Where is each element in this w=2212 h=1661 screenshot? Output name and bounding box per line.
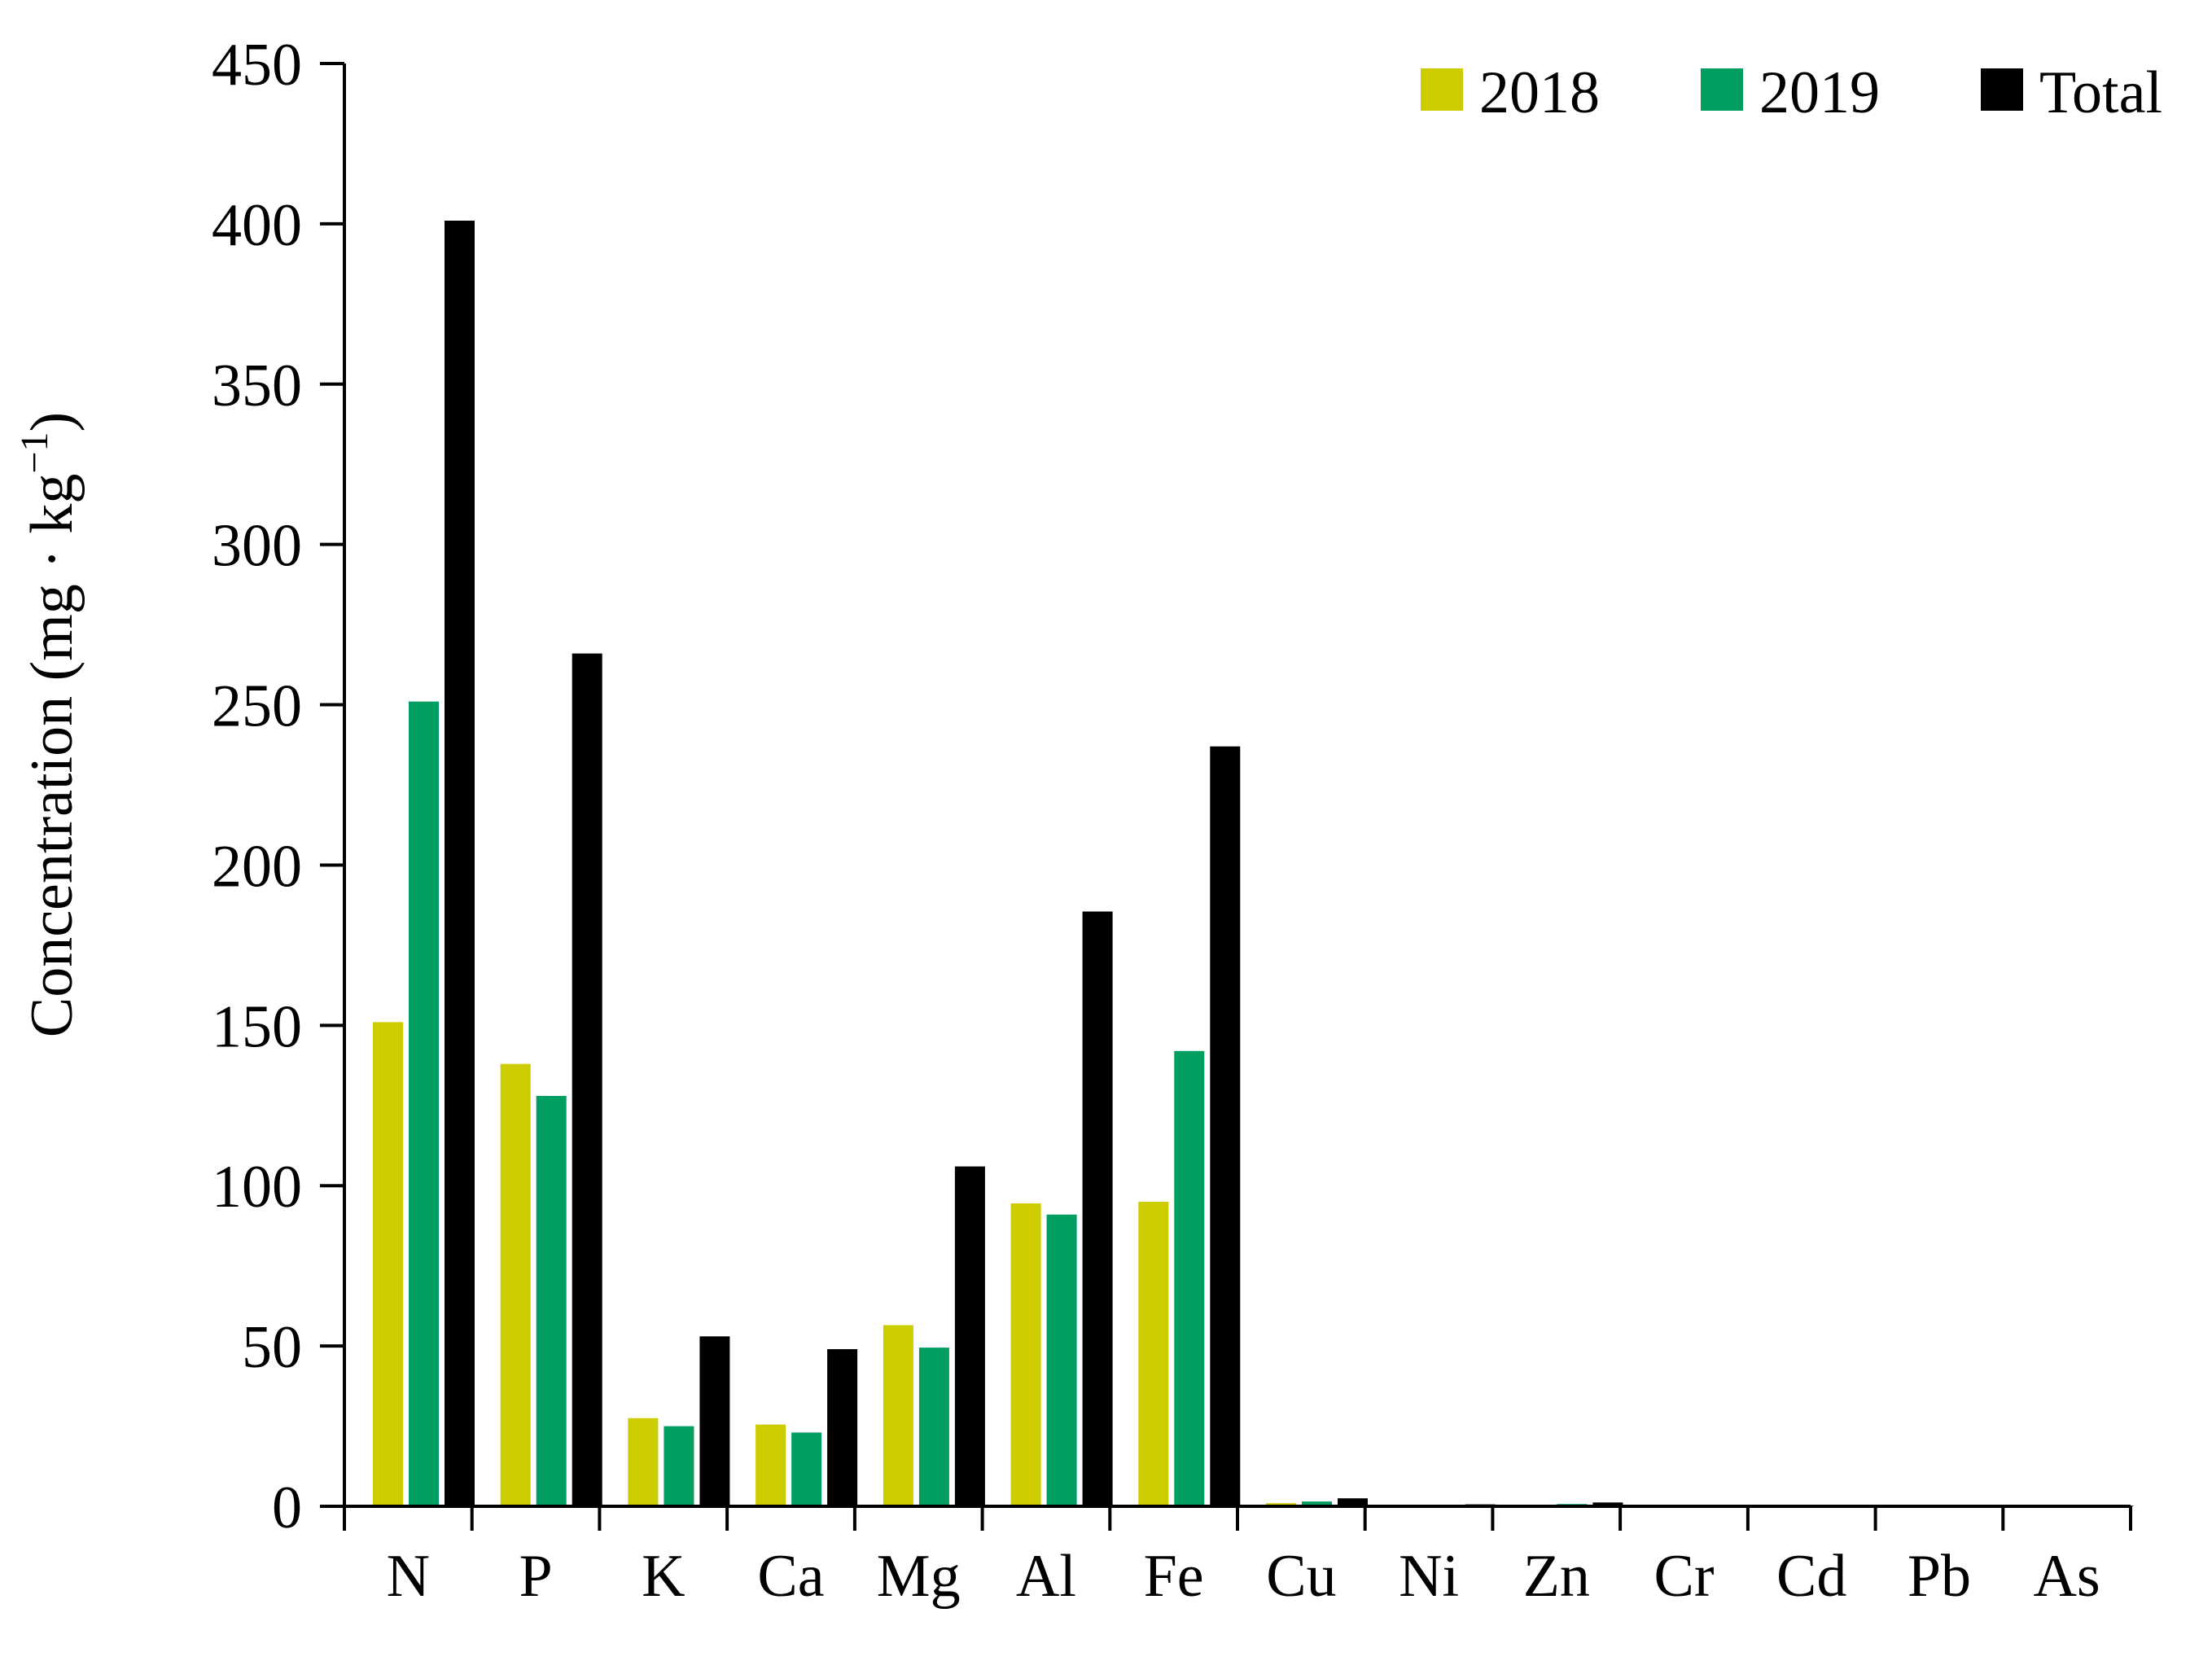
x-tick-label-p: P	[519, 1543, 553, 1610]
bar-2018-fe	[1138, 1202, 1168, 1506]
bar-total-k	[699, 1336, 729, 1506]
bars-layer	[373, 221, 2133, 1506]
bar-2018-p	[501, 1064, 531, 1506]
bar-2019-al	[1047, 1215, 1077, 1506]
legend: 2018 2019 Total	[1421, 59, 2162, 126]
bar-2019-mg	[919, 1348, 949, 1506]
y-tick-label-250: 250	[212, 673, 302, 740]
bar-2018-mg	[883, 1326, 913, 1507]
y-tick-label-300: 300	[212, 513, 302, 580]
y-tick-label-400: 400	[212, 192, 302, 259]
y-tick-label-0: 0	[272, 1475, 302, 1541]
x-tick-label-cu: Cu	[1266, 1543, 1336, 1610]
y-axis-title-text: Concentration (mg · kg	[19, 474, 85, 1038]
y-axis-title: Concentration (mg · kg−1)	[13, 412, 85, 1037]
y-tick-label-350: 350	[212, 353, 302, 419]
bar-2019-fe	[1174, 1051, 1204, 1506]
bar-total-n	[445, 221, 475, 1506]
x-tick-label-cd: Cd	[1776, 1543, 1846, 1610]
bar-2018-ca	[756, 1425, 786, 1506]
y-tick-label-50: 50	[242, 1314, 302, 1381]
legend-label-2018: 2018	[1479, 59, 1600, 126]
bar-total-al	[1083, 912, 1113, 1507]
bar-total-ca	[827, 1349, 857, 1506]
legend-swatch-total	[1981, 68, 2023, 111]
bar-2019-p	[537, 1096, 567, 1506]
y-tick-label-150: 150	[212, 993, 302, 1060]
x-tick-label-ca: Ca	[757, 1543, 824, 1610]
y-tick-label-450: 450	[212, 32, 302, 99]
bar-2018-k	[628, 1418, 658, 1506]
x-tick-label-pb: Pb	[1908, 1543, 1971, 1610]
x-tick-label-as: As	[2033, 1543, 2100, 1610]
x-tick-label-mg: Mg	[877, 1543, 961, 1610]
legend-swatch-2019	[1701, 68, 1743, 111]
legend-label-2019: 2019	[1759, 59, 1880, 126]
bar-2018-n	[373, 1022, 403, 1506]
y-axis-title-superscript: −1	[13, 432, 56, 474]
y-tick-label-100: 100	[212, 1154, 302, 1221]
bar-2019-n	[409, 702, 439, 1506]
bar-2019-ca	[791, 1432, 821, 1506]
x-tick-label-fe: Fe	[1144, 1543, 1204, 1610]
bar-total-mg	[955, 1167, 985, 1506]
x-tick-label-al: Al	[1016, 1543, 1076, 1610]
x-tick-label-k: K	[642, 1543, 685, 1610]
y-tick-label-200: 200	[212, 833, 302, 900]
bar-total-fe	[1210, 747, 1240, 1506]
x-tick-label-n: N	[387, 1543, 430, 1610]
legend-swatch-2018	[1421, 68, 1463, 111]
x-tick-label-ni: Ni	[1399, 1543, 1459, 1610]
legend-label-total: Total	[2039, 59, 2162, 126]
bar-2018-al	[1011, 1203, 1041, 1506]
y-axis-title-close: )	[19, 412, 85, 432]
bar-2019-k	[664, 1427, 694, 1506]
x-tick-label-cr: Cr	[1654, 1543, 1715, 1610]
x-tick-label-zn: Zn	[1523, 1543, 1590, 1610]
bar-total-p	[572, 654, 602, 1506]
